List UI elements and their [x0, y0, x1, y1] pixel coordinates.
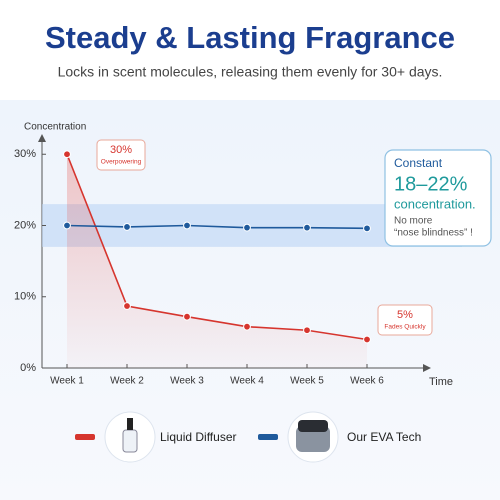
y-tick-label: 20% — [14, 219, 36, 231]
y-tick-label: 0% — [20, 362, 36, 374]
legend-label: Liquid Diffuser — [160, 430, 237, 444]
callout-box — [384, 149, 492, 247]
legend-swatch — [75, 434, 95, 440]
y-tick-label: 10% — [14, 291, 36, 303]
series-line — [66, 224, 368, 230]
annotation-text: Fades Quickly — [384, 324, 426, 331]
callout-text: 18–22% — [394, 173, 468, 195]
y-axis-label: Concentration — [24, 122, 86, 133]
annotation-title: 30% — [110, 144, 132, 156]
annotation-box — [377, 304, 433, 336]
callout-text: Constant — [394, 156, 443, 170]
point — [363, 335, 371, 344]
point — [363, 224, 371, 233]
point — [63, 150, 71, 159]
area-fill — [67, 154, 367, 368]
annotation-box — [96, 139, 146, 171]
title: Steady & Lasting Fragrance — [45, 20, 455, 55]
point — [183, 312, 191, 321]
x-tick-label: Week 6 — [350, 376, 384, 387]
device-top — [298, 420, 328, 432]
bottle-body — [122, 429, 138, 453]
x-tick-label: Week 5 — [290, 376, 324, 387]
callout-text: “nose blindness” ! — [394, 228, 473, 239]
y-arrow — [38, 134, 46, 142]
x-axis-label: Time — [429, 376, 453, 388]
x-tick-label: Week 2 — [110, 376, 144, 387]
subtitle: Locks in scent molecules, releasing them… — [58, 64, 443, 80]
x-tick-label: Week 4 — [230, 376, 264, 387]
x-tick-label: Week 3 — [170, 376, 204, 387]
x-arrow — [423, 364, 431, 372]
point — [303, 326, 311, 335]
point — [243, 223, 251, 232]
callout-text: concentration. — [394, 196, 476, 211]
x-tick-label: Week 1 — [50, 376, 84, 387]
callout-text: No more — [394, 216, 433, 227]
point — [123, 302, 131, 310]
bottle-cap — [127, 418, 133, 430]
legend-icons — [104, 411, 339, 463]
point — [243, 322, 251, 331]
device-body — [296, 426, 330, 452]
series-line — [66, 153, 368, 341]
point — [183, 221, 191, 230]
y-tick-label: 30% — [14, 148, 36, 160]
annotation-text: Overpowering — [101, 159, 142, 166]
point — [303, 223, 311, 232]
annotation-title: 5% — [397, 309, 413, 321]
legend-label: Our EVA Tech — [347, 430, 421, 444]
point — [63, 221, 71, 230]
legend-swatch — [258, 434, 278, 440]
point — [123, 223, 131, 231]
